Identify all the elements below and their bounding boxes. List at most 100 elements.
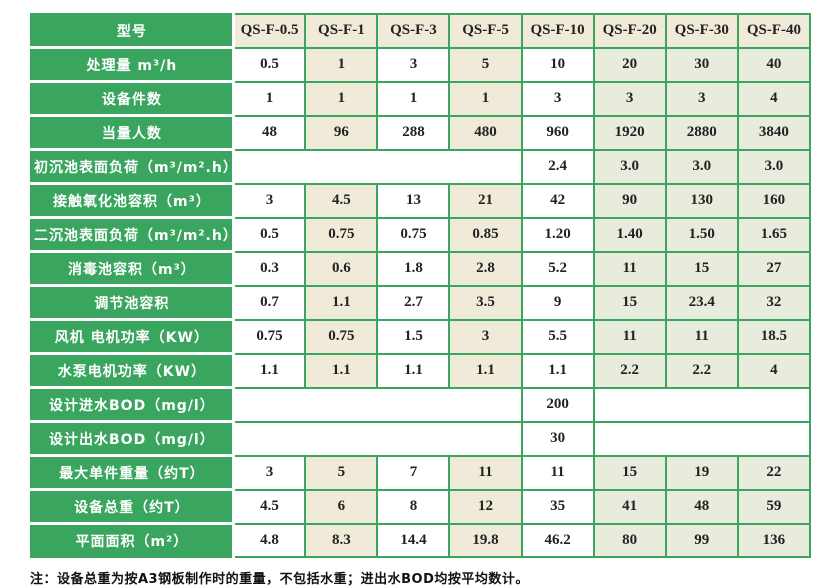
data-cell: 0.5 xyxy=(232,216,307,253)
data-cell: 2880 xyxy=(664,114,739,151)
data-cell: 0.85 xyxy=(448,216,523,253)
data-cell: 0.75 xyxy=(376,216,451,253)
empty-cell xyxy=(592,420,812,457)
data-cell: 9 xyxy=(520,284,595,321)
spec-table: 型号 QS-F-0.5 QS-F-1 QS-F-3 QS-F-5 QS-F-10 QS-F-… xyxy=(30,13,812,558)
data-cell: 5.2 xyxy=(520,250,595,287)
data-cell: 18.5 xyxy=(736,318,812,355)
row-label: 设计出水BOD（mg/l） xyxy=(31,421,235,457)
row-label: 设备总重（约T） xyxy=(31,489,235,525)
column-header: QS-F-10 xyxy=(520,13,595,49)
data-cell: 1.1 xyxy=(304,284,379,321)
column-header: QS-F-1 xyxy=(304,13,379,49)
data-cell: 40 xyxy=(736,46,812,83)
data-cell: 19 xyxy=(664,454,739,491)
row-label: 消毒池容积（m³） xyxy=(31,251,235,287)
data-cell: 41 xyxy=(592,488,667,525)
data-cell: 5 xyxy=(304,454,379,491)
data-cell: 80 xyxy=(592,522,667,558)
data-cell: 3 xyxy=(664,80,739,117)
data-cell: 130 xyxy=(664,182,739,219)
table-row: 设计进水BOD（mg/l） 200 xyxy=(31,386,812,423)
row-label: 二沉池表面负荷（m³/m².h） xyxy=(31,217,235,253)
data-cell: 13 xyxy=(376,182,451,219)
data-cell: 8 xyxy=(376,488,451,525)
empty-cell xyxy=(232,148,523,185)
table-row: 处理量 m³/h 0.5 1 3 5 10 20 30 40 xyxy=(31,46,812,83)
data-cell: 11 xyxy=(592,318,667,355)
column-header: QS-F-5 xyxy=(448,13,523,49)
data-cell: 3 xyxy=(448,318,523,355)
footnote: 注：设备总重为按A3钢板制作时的重量，不包括水重；进出水BOD均按平均数计。 xyxy=(30,572,529,587)
data-cell: 11 xyxy=(520,454,595,491)
data-cell: 3 xyxy=(520,80,595,117)
data-cell: 3.5 xyxy=(448,284,523,321)
data-cell: 1 xyxy=(376,80,451,117)
data-cell: 1 xyxy=(304,46,379,83)
data-cell: 1.65 xyxy=(736,216,812,253)
data-cell: 3 xyxy=(232,454,307,491)
data-cell: 48 xyxy=(232,114,307,151)
data-cell: 1 xyxy=(304,80,379,117)
data-cell: 46.2 xyxy=(520,522,595,558)
data-cell: 27 xyxy=(736,250,812,287)
data-cell: 480 xyxy=(448,114,523,151)
data-cell: 1.1 xyxy=(304,352,379,389)
data-cell: 288 xyxy=(376,114,451,151)
data-cell: 14.4 xyxy=(376,522,451,558)
row-label: 设计进水BOD（mg/l） xyxy=(31,387,235,423)
data-cell: 1.1 xyxy=(232,352,307,389)
data-cell: 11 xyxy=(664,318,739,355)
data-cell: 1.1 xyxy=(448,352,523,389)
column-header: QS-F-20 xyxy=(592,13,667,49)
data-cell: 3840 xyxy=(736,114,812,151)
data-cell: 1.50 xyxy=(664,216,739,253)
header-row: 型号 QS-F-0.5 QS-F-1 QS-F-3 QS-F-5 QS-F-10 QS-F-… xyxy=(31,13,812,49)
row-label: 接触氧化池容积（m³） xyxy=(31,183,235,219)
data-cell: 0.3 xyxy=(232,250,307,287)
data-cell: 0.7 xyxy=(232,284,307,321)
column-header: QS-F-3 xyxy=(376,13,451,49)
table-row: 设备件数 1 1 1 1 3 3 3 4 xyxy=(31,80,812,117)
data-cell: 59 xyxy=(736,488,812,525)
data-cell: 35 xyxy=(520,488,595,525)
data-cell: 32 xyxy=(736,284,812,321)
data-cell: 11 xyxy=(448,454,523,491)
table-row: 最大单件重量（约T） 3 5 7 11 11 15 19 22 xyxy=(31,454,812,491)
table-row: 消毒池容积（m³） 0.3 0.6 1.8 2.8 5.2 11 15 27 xyxy=(31,250,812,287)
data-cell: 8.3 xyxy=(304,522,379,558)
data-cell: 12 xyxy=(448,488,523,525)
data-cell: 2.4 xyxy=(520,148,595,185)
column-header: QS-F-40 xyxy=(736,13,812,49)
data-cell: 3 xyxy=(232,182,307,219)
data-cell: 160 xyxy=(736,182,812,219)
table-row: 设计出水BOD（mg/l） 30 xyxy=(31,420,812,457)
row-label: 最大单件重量（约T） xyxy=(31,455,235,491)
data-cell: 1.5 xyxy=(376,318,451,355)
data-cell: 30 xyxy=(664,46,739,83)
data-cell: 4.5 xyxy=(304,182,379,219)
table-row: 接触氧化池容积（m³） 3 4.5 13 21 42 90 130 160 xyxy=(31,182,812,219)
data-cell: 3.0 xyxy=(664,148,739,185)
empty-cell xyxy=(592,386,812,423)
data-cell: 200 xyxy=(520,386,595,423)
data-cell: 4 xyxy=(736,80,812,117)
data-cell: 4.8 xyxy=(232,522,307,558)
data-cell: 3.0 xyxy=(592,148,667,185)
data-cell: 1.1 xyxy=(376,352,451,389)
row-label: 风机 电机功率（KW） xyxy=(31,319,235,355)
data-cell: 5.5 xyxy=(520,318,595,355)
data-cell: 42 xyxy=(520,182,595,219)
data-cell: 1 xyxy=(232,80,307,117)
data-cell: 2.7 xyxy=(376,284,451,321)
model-corner-label: 型号 xyxy=(31,14,235,49)
data-cell: 0.75 xyxy=(232,318,307,355)
data-cell: 7 xyxy=(376,454,451,491)
data-cell: 2.8 xyxy=(448,250,523,287)
data-cell: 21 xyxy=(448,182,523,219)
data-cell: 15 xyxy=(592,284,667,321)
column-header: QS-F-30 xyxy=(664,13,739,49)
row-label: 初沉池表面负荷（m³/m².h） xyxy=(31,149,235,185)
column-header: QS-F-0.5 xyxy=(232,13,307,49)
